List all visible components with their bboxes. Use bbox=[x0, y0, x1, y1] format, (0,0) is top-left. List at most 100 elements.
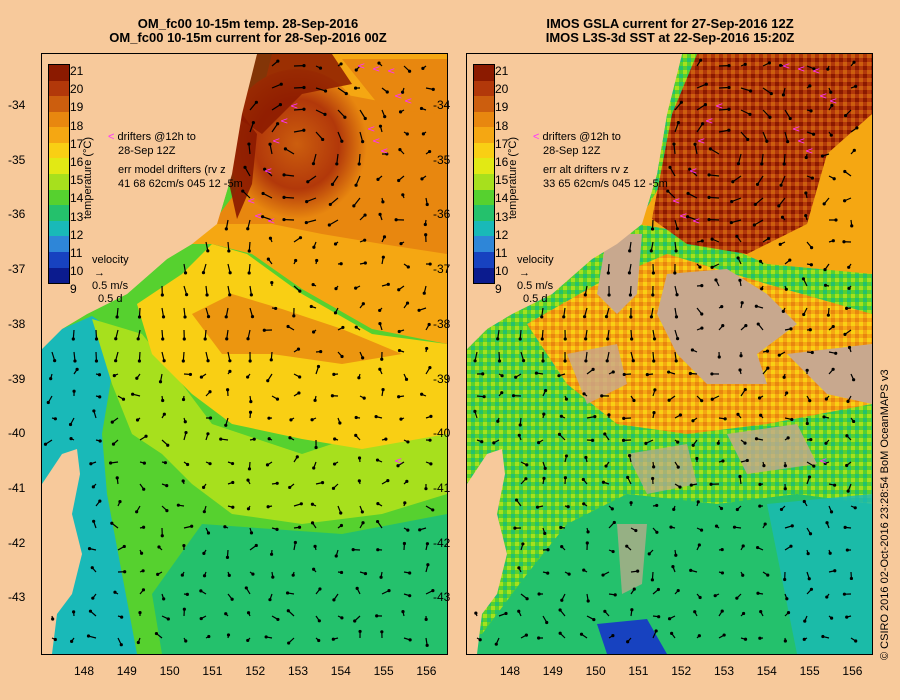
current-vector-head bbox=[404, 377, 409, 381]
current-vector-head bbox=[714, 278, 718, 282]
left-map-panel[interactable]: < < < < < < < < < < < < < < < < 21 20 19 18 17 16 15 14 13 12 11 1… bbox=[41, 53, 448, 655]
velocity-speed: 0.5 m/s bbox=[92, 280, 129, 292]
current-vector-head bbox=[759, 610, 763, 614]
current-vector-head bbox=[71, 337, 75, 341]
current-vector-head bbox=[650, 578, 654, 582]
current-vector-head bbox=[698, 595, 702, 600]
current-vector-head bbox=[853, 506, 857, 510]
current-vector-head bbox=[582, 502, 586, 506]
current-vector-head bbox=[634, 528, 638, 533]
current-vector-head bbox=[732, 525, 737, 529]
current-vector-head bbox=[424, 617, 428, 621]
right-legend-err1: err alt drifters rv z bbox=[543, 164, 629, 176]
current-vector-head bbox=[295, 455, 299, 459]
current-vector-head bbox=[709, 482, 713, 486]
latitude-tick-label: -35 bbox=[433, 152, 451, 167]
current-vector-head bbox=[852, 378, 856, 382]
current-vector bbox=[358, 153, 361, 165]
current-vector-head bbox=[809, 109, 813, 113]
velocity-speed: 0.5 m/s bbox=[517, 280, 554, 292]
current-vector bbox=[249, 122, 254, 133]
current-vector-head bbox=[744, 324, 748, 328]
current-vector-head bbox=[741, 611, 746, 616]
current-vector-head bbox=[622, 372, 626, 377]
current-vector-head bbox=[843, 169, 847, 174]
current-vector-head bbox=[583, 293, 587, 297]
current-vector-head bbox=[754, 437, 759, 441]
current-vector-head bbox=[278, 103, 283, 107]
current-vector-head bbox=[269, 358, 273, 362]
colorbar-tick-label: 16 bbox=[495, 155, 509, 169]
current-vector-head bbox=[613, 593, 617, 597]
current-vector-head bbox=[720, 547, 724, 552]
current-vector-head bbox=[202, 574, 207, 578]
current-vector-head bbox=[111, 442, 116, 446]
right-legend-date: 28-Sep 12Z bbox=[543, 145, 601, 157]
current-vector-head bbox=[268, 598, 272, 602]
current-vector bbox=[687, 192, 698, 199]
colorbar-segment bbox=[474, 127, 494, 143]
current-vector-head bbox=[428, 262, 432, 266]
current-vector-head bbox=[689, 568, 693, 572]
current-vector-head bbox=[332, 598, 336, 602]
current-vector-head bbox=[302, 85, 306, 90]
latitude-tick-label: -39 bbox=[433, 371, 451, 386]
current-vector-head bbox=[267, 416, 271, 420]
current-vector-head bbox=[784, 287, 788, 291]
current-vector-head bbox=[823, 461, 827, 465]
current-vector-head bbox=[362, 396, 366, 400]
current-vector-head bbox=[141, 525, 146, 529]
current-vector bbox=[740, 87, 751, 92]
current-vector-head bbox=[250, 315, 255, 319]
current-vector-head bbox=[361, 302, 365, 306]
colorbar-segment bbox=[474, 142, 494, 159]
current-vector bbox=[674, 101, 682, 111]
velocity-arrow-icon: → bbox=[519, 267, 530, 279]
current-vector-head bbox=[397, 348, 402, 353]
current-vector-head bbox=[375, 519, 380, 524]
current-vector bbox=[783, 153, 786, 165]
current-vector-head bbox=[275, 397, 280, 401]
current-vector-head bbox=[263, 167, 267, 171]
current-vector-head bbox=[843, 199, 847, 203]
current-vector-head bbox=[203, 337, 207, 341]
current-vector-head bbox=[202, 485, 206, 490]
current-vector bbox=[762, 87, 772, 95]
current-vector-head bbox=[704, 82, 708, 86]
current-vector-head bbox=[760, 287, 764, 291]
right-map-panel[interactable]: < < < < < < < < < < < < < < < < 21 20 19 18 17 16 15 14 13 12 11 1… bbox=[466, 53, 873, 655]
current-vector-head bbox=[241, 189, 245, 193]
current-vector-head bbox=[276, 59, 280, 63]
current-vector-head bbox=[834, 351, 838, 355]
current-vector-head bbox=[482, 395, 486, 399]
current-vector-head bbox=[847, 265, 851, 269]
current-vector-head bbox=[591, 367, 595, 371]
current-vector-head bbox=[113, 590, 117, 594]
current-vector-head bbox=[722, 633, 726, 637]
current-vector-head bbox=[363, 571, 368, 576]
drifter-marker: < bbox=[372, 136, 380, 147]
current-vector-head bbox=[183, 315, 187, 319]
current-vector-head bbox=[786, 436, 790, 440]
current-vector-head bbox=[115, 476, 119, 480]
current-vector bbox=[355, 175, 361, 186]
current-vector-head bbox=[166, 443, 170, 447]
current-vector-head bbox=[697, 634, 701, 638]
current-vector-head bbox=[610, 507, 614, 511]
current-vector-head bbox=[777, 204, 781, 208]
colorbar-segment bbox=[474, 111, 494, 128]
current-vector-head bbox=[353, 86, 358, 90]
current-vector-head bbox=[121, 397, 126, 401]
current-vector bbox=[732, 175, 742, 183]
current-vector-head bbox=[824, 397, 828, 401]
drifter-marker: < bbox=[672, 196, 680, 207]
current-vector-head bbox=[377, 61, 381, 65]
current-vector-head bbox=[94, 359, 99, 363]
current-vector-head bbox=[540, 337, 544, 341]
current-vector-head bbox=[513, 526, 517, 530]
colorbar-segment bbox=[49, 65, 69, 81]
current-vector-head bbox=[161, 398, 165, 403]
right-colorbar bbox=[473, 64, 495, 284]
current-vector-head bbox=[672, 507, 676, 511]
current-vector-head bbox=[294, 258, 298, 263]
